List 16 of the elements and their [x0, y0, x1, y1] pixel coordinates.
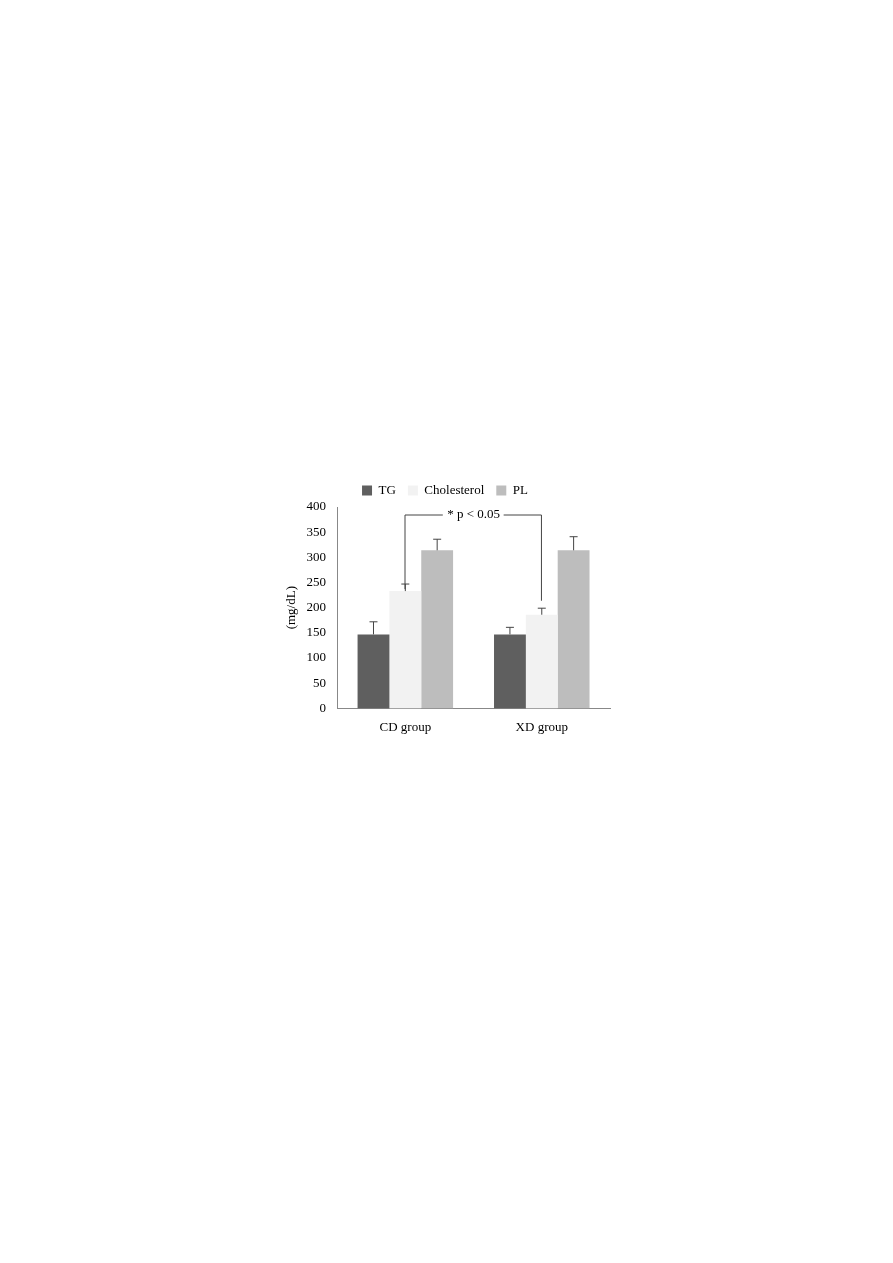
- y-tick-label: 250: [306, 573, 327, 589]
- annotation: * p < 0.05: [447, 506, 500, 522]
- x-tick-label: CD group: [379, 718, 432, 734]
- legend-label: Cholesterol: [424, 481, 485, 497]
- y-tick-label: 150: [306, 624, 327, 640]
- y-tick-label: 50: [313, 674, 327, 690]
- y-tick-label: 300: [306, 548, 327, 564]
- y-tick-label: 350: [306, 523, 327, 539]
- legend-label: TG: [378, 481, 396, 497]
- legend-label: PL: [512, 481, 529, 497]
- x-tick-label: XD group: [515, 718, 568, 734]
- y-tick-label: 200: [306, 599, 327, 615]
- y-axis-title: (mg/dL): [283, 586, 299, 630]
- y-tick-label: 100: [306, 649, 327, 665]
- y-tick-label: 400: [306, 498, 327, 514]
- y-tick-label: 0: [319, 699, 327, 715]
